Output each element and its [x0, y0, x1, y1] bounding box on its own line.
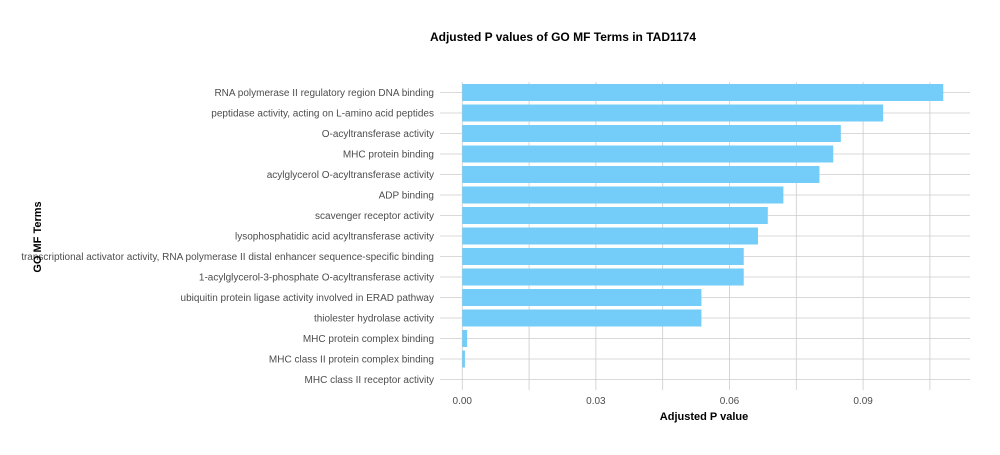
category-labels: RNA polymerase II regulatory region DNA … — [21, 88, 434, 386]
bar — [462, 186, 784, 204]
y-tick-label: acylglycerol O-acyltransferase activity — [267, 170, 434, 181]
bar — [462, 330, 468, 347]
y-tick-label: 1-acylglycerol-3-phosphate O-acyltransfe… — [199, 273, 434, 284]
bar — [462, 227, 758, 245]
chart-title: Adjusted P values of GO MF Terms in TAD1… — [430, 30, 696, 44]
y-tick-label: MHC class II protein complex binding — [269, 355, 434, 366]
y-tick-label: scavenger receptor activity — [315, 211, 434, 222]
x-tick-label: 0.03 — [586, 396, 606, 407]
x-tick-label: 0.09 — [853, 396, 873, 407]
y-tick-label: ADP binding — [379, 191, 434, 202]
bar — [462, 207, 768, 224]
bar — [462, 104, 884, 122]
bar — [462, 125, 841, 142]
bar — [462, 268, 744, 286]
y-tick-label: MHC protein binding — [343, 150, 434, 161]
y-tick-label: peptidase activity, acting on L-amino ac… — [211, 109, 434, 120]
bar — [462, 350, 465, 368]
y-tick-label: RNA polymerase II regulatory region DNA … — [214, 88, 434, 99]
bar — [462, 166, 820, 183]
y-tick-label: lysophosphatidic acid acyltransferase ac… — [235, 232, 434, 243]
x-tick-label: 0.00 — [453, 396, 473, 407]
x-tick-label: 0.06 — [720, 396, 740, 407]
y-tick-label: transcriptional activator activity, RNA … — [21, 252, 434, 263]
y-tick-label: MHC class II receptor activity — [305, 375, 434, 386]
x-tick-labels: 0.00 0.03 0.06 0.09 — [453, 396, 874, 407]
bar-layer — [462, 84, 944, 368]
bar — [462, 84, 944, 101]
y-tick-label: ubiquitin protein ligase activity involv… — [181, 293, 434, 304]
bar — [462, 145, 834, 163]
y-axis-title: GO MF Terms — [32, 201, 44, 272]
bar — [462, 309, 702, 327]
y-tick-label: O-acyltransferase activity — [322, 129, 434, 140]
x-axis-title: Adjusted P value — [660, 411, 748, 423]
y-tick-label: MHC protein complex binding — [303, 334, 434, 345]
y-tick-label: thiolester hydrolase activity — [314, 314, 434, 325]
bar — [462, 289, 702, 306]
bar — [462, 248, 744, 265]
